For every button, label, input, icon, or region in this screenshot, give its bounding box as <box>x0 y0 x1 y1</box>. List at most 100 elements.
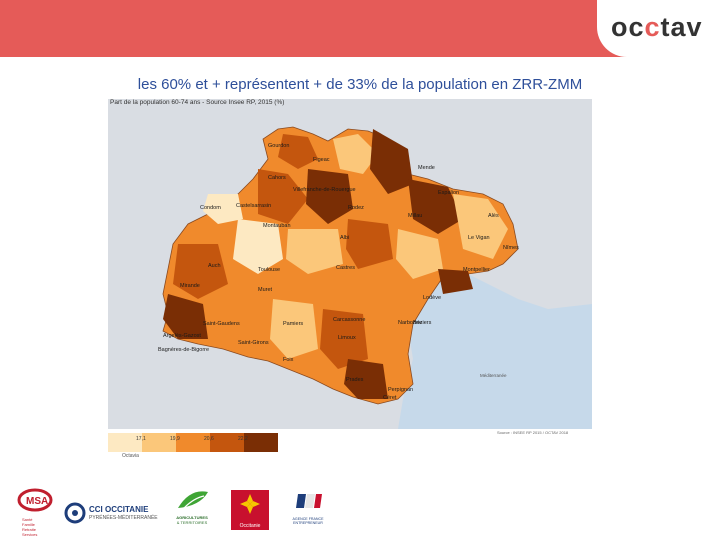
place-label: Albi <box>340 235 349 241</box>
legend-swatch <box>176 433 210 452</box>
place-label: Pamiers <box>283 321 303 327</box>
msa-emblem-icon: MSA <box>17 488 53 512</box>
place-label: Condom <box>200 205 221 211</box>
patch-aveyron-east <box>408 179 463 234</box>
legend-tick-label: 17,1 <box>136 436 146 442</box>
octav-logo: occtav <box>611 12 703 42</box>
place-label: Espalion <box>438 190 459 196</box>
msa-line: Services <box>22 532 38 537</box>
patch-roussillon <box>344 359 388 399</box>
msa-line: Famille <box>22 522 35 527</box>
place-label: Argelès-Gazost <box>163 333 201 339</box>
place-label: Rodez <box>348 205 364 211</box>
agri-sub: & TERRITOIRES <box>176 520 208 525</box>
place-label: Narbonne <box>398 320 422 326</box>
patch-comminges <box>213 299 268 351</box>
place-label: Figeac <box>313 157 330 163</box>
place-label: Saint-Girons <box>238 340 269 346</box>
legend-title: Octavia <box>122 453 139 459</box>
cci-name: CCI OCCITANIE <box>89 505 149 514</box>
msa-logo: MSA Santé Famille Retraite Services <box>16 488 54 537</box>
place-label: Castres <box>336 265 355 271</box>
place-label: Saint-Gaudens <box>203 321 240 327</box>
patch-gard <box>453 194 508 259</box>
map-legend: 17,1 19,9 20,6 22,2 Octavia <box>108 433 278 459</box>
place-label: Muret <box>258 287 273 293</box>
place-label: Toulouse <box>258 267 280 273</box>
agri-name: AGRICULTURES <box>176 515 208 520</box>
place-label: Nîmes <box>503 245 519 251</box>
sea-label: Méditerranée <box>480 373 507 378</box>
slide-title: les 60% et + représentent + de 33% de la… <box>137 76 583 93</box>
patch-lozere <box>370 129 413 194</box>
agence-name: AGENCE FRANCE <box>292 517 324 521</box>
occitanie-region-logo: Occitanie <box>231 490 269 530</box>
svg-text:MSA: MSA <box>26 496 48 507</box>
place-label: Alès <box>488 213 499 219</box>
place-label: Millau <box>408 213 422 219</box>
patch-condom <box>203 194 243 224</box>
place-label: Mende <box>418 165 435 171</box>
patch-herault <box>396 229 443 279</box>
legend-tick-label: 22,2 <box>238 436 248 442</box>
patch-toulouse <box>233 219 283 274</box>
patch-camargue <box>438 269 473 294</box>
map-source-note: Source : INSEE RP 2015 / OCTAV 2018 <box>497 430 569 435</box>
place-label: Céret <box>383 395 397 401</box>
place-label: Montauban <box>263 223 291 229</box>
patch-castres <box>346 219 393 269</box>
agence-france-entrepreneur-logo: AGENCE FRANCE ENTREPRENEUR <box>288 490 328 530</box>
place-label: Bagnères-de-Bigorre <box>158 347 209 353</box>
occitan-cross-icon <box>240 494 260 514</box>
msa-lines: Santé Famille Retraite Services <box>22 517 54 537</box>
msa-line: Retraite <box>22 527 37 532</box>
legend-tick-label: 20,6 <box>204 436 214 442</box>
sea-area <box>398 269 592 429</box>
legend-color-bar <box>108 433 278 452</box>
cci-sub: PYRÉNÉES-MÉDITERRANÉE <box>89 515 158 521</box>
place-label: Cahors <box>268 175 286 181</box>
place-label: Auch <box>208 263 221 269</box>
legend-swatch <box>142 433 176 452</box>
patch-tarn-et-garonne <box>258 169 308 224</box>
patch-lot <box>278 134 318 169</box>
place-label: Carcassonne <box>333 317 365 323</box>
msa-line: Santé <box>22 517 33 522</box>
legend-tick-label: 19,9 <box>170 436 180 442</box>
legend-ticks: 17,1 19,9 20,6 22,2 <box>108 433 278 452</box>
afe-flag-icon <box>296 494 322 508</box>
agriculture-logo: AGRICULTURES & TERRITOIRES <box>170 488 214 532</box>
region-name: Occitanie <box>239 523 261 529</box>
place-label: Béziers <box>413 320 432 326</box>
place-label: Castelsarrasin <box>236 203 271 209</box>
leaf-icon <box>178 491 208 509</box>
partner-logos: MSA Santé Famille Retraite Services CCI OCC… <box>0 488 720 537</box>
place-labels: Gourdon Figeac Cahors Villefranche-de-Rouer… <box>158 143 519 401</box>
agence-sub: ENTREPRENEUR <box>293 521 323 525</box>
place-label: Le Vigan <box>468 235 490 241</box>
patch-ariege <box>270 299 318 359</box>
place-label: Gourdon <box>268 143 289 149</box>
cci-logo: CCI OCCITANIE PYRÉNÉES-MÉDITERRANÉE <box>64 502 158 530</box>
map-caption: Part de la population 60-74 ans - Source… <box>110 99 285 106</box>
cci-emblem-icon <box>64 502 86 524</box>
legend-swatch <box>210 433 244 452</box>
patch-rouergue <box>306 169 353 224</box>
place-label: Lodève <box>423 295 441 301</box>
place-label: Villefranche-de-Rouergue <box>293 187 356 193</box>
place-label: Perpignan <box>388 387 413 393</box>
patch-figeac <box>333 134 378 174</box>
logo-container <box>597 0 720 57</box>
place-label: Montpellier <box>463 267 490 273</box>
choropleth-map: Méditerranée Gourdon Figeac Cahors Villefra… <box>108 99 592 429</box>
patch-tarn <box>286 229 343 274</box>
map-svg: Méditerranée Gourdon Figeac Cahors Villefra… <box>108 99 592 429</box>
patch-aude <box>320 309 368 369</box>
map-patches <box>163 129 508 399</box>
patch-pyrenees <box>163 294 208 339</box>
legend-swatch <box>108 433 142 452</box>
patch-gers <box>173 244 228 299</box>
place-label: Limoux <box>338 335 356 341</box>
place-label: Mirande <box>180 283 200 289</box>
place-label: Foix <box>283 357 294 363</box>
